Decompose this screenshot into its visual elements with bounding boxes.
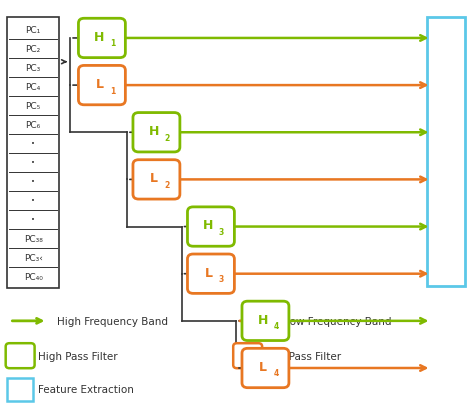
Text: PC₃₈: PC₃₈ (24, 234, 43, 243)
Text: Low Pass Filter: Low Pass Filter (265, 351, 342, 361)
Text: 1: 1 (109, 39, 115, 48)
Text: PC₃‹: PC₃‹ (24, 253, 43, 262)
Text: PC₄: PC₄ (26, 83, 41, 91)
FancyBboxPatch shape (242, 301, 289, 341)
Text: 4: 4 (273, 369, 279, 378)
Text: H: H (258, 313, 268, 326)
Text: PC₆: PC₆ (26, 120, 41, 129)
Text: PC₃: PC₃ (26, 63, 41, 72)
Text: H: H (203, 219, 214, 232)
Text: Feature Extraction: Feature Extraction (38, 384, 134, 394)
Text: •: • (31, 141, 35, 147)
Text: 3: 3 (219, 274, 224, 283)
FancyBboxPatch shape (427, 18, 465, 286)
Text: •: • (31, 198, 35, 204)
FancyBboxPatch shape (233, 344, 262, 368)
Text: Low Frequency Band: Low Frequency Band (284, 316, 392, 326)
FancyBboxPatch shape (242, 348, 289, 388)
Text: •: • (31, 160, 35, 166)
Text: •: • (31, 179, 35, 185)
Text: PC₅: PC₅ (26, 101, 41, 110)
Text: PC₄₀: PC₄₀ (24, 272, 43, 281)
Text: L: L (150, 172, 158, 185)
Text: High Frequency Band: High Frequency Band (57, 316, 168, 326)
FancyBboxPatch shape (7, 18, 59, 288)
Text: 3: 3 (219, 227, 224, 236)
FancyBboxPatch shape (78, 19, 125, 58)
Text: 2: 2 (164, 180, 170, 189)
FancyBboxPatch shape (188, 207, 234, 247)
FancyBboxPatch shape (188, 254, 234, 294)
Text: High Pass Filter: High Pass Filter (38, 351, 118, 361)
Text: 4: 4 (273, 321, 279, 330)
Text: H: H (94, 31, 105, 44)
Text: PC₁: PC₁ (26, 25, 41, 34)
Text: •: • (31, 217, 35, 223)
Text: 1: 1 (109, 86, 115, 95)
FancyBboxPatch shape (7, 378, 33, 401)
Text: 2: 2 (164, 133, 170, 142)
Text: H: H (149, 125, 159, 138)
FancyBboxPatch shape (133, 113, 180, 153)
Text: PC₂: PC₂ (26, 45, 41, 54)
Text: L: L (96, 78, 103, 91)
Text: L: L (205, 266, 212, 279)
FancyBboxPatch shape (78, 66, 125, 106)
FancyBboxPatch shape (6, 344, 35, 368)
Text: L: L (259, 360, 267, 373)
FancyBboxPatch shape (133, 160, 180, 200)
